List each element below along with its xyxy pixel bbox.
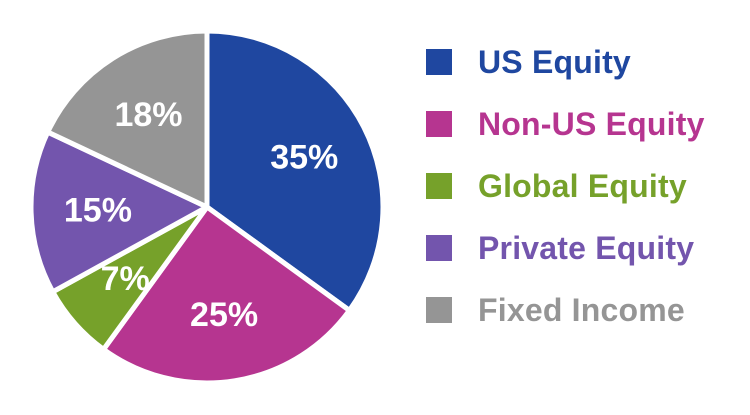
legend-swatch-non-us-equity	[426, 111, 452, 137]
legend-label-fixed-income: Fixed Income	[478, 291, 685, 328]
legend-label-private-equity: Private Equity	[478, 229, 695, 266]
legend-swatch-fixed-income	[426, 297, 452, 323]
pie-slice-fixed-income	[45, 28, 210, 210]
legend-item-fixed-income: Fixed Income	[426, 290, 705, 330]
legend-label-non-us-equity: Non-US Equity	[478, 105, 705, 142]
legend-swatch-private-equity	[426, 235, 452, 261]
pie-label-us-equity: 35%	[270, 138, 338, 176]
legend-item-non-us-equity: Non-US Equity	[426, 104, 705, 144]
legend-item-global-equity: Global Equity	[426, 166, 705, 206]
pie-slice-non-us-equity	[101, 204, 352, 386]
legend-item-private-equity: Private Equity	[426, 228, 705, 268]
legend-item-us-equity: US Equity	[426, 42, 705, 82]
pie-slice-us-equity	[204, 28, 386, 313]
pie-label-private-equity: 15%	[64, 191, 132, 229]
pie-label-fixed-income: 18%	[114, 96, 182, 134]
legend-label-global-equity: Global Equity	[478, 167, 687, 204]
pie-label-global-equity: 7%	[101, 260, 150, 298]
pie-chart: 35% 25% 7% 15% 18%	[28, 28, 386, 386]
pie-label-non-us-equity: 25%	[190, 296, 258, 334]
legend-label-us-equity: US Equity	[478, 43, 631, 80]
legend-swatch-global-equity	[426, 173, 452, 199]
legend: US Equity Non-US Equity Global Equity Pr…	[426, 42, 705, 330]
pie-slice-private-equity	[28, 129, 210, 295]
legend-swatch-us-equity	[426, 49, 452, 75]
